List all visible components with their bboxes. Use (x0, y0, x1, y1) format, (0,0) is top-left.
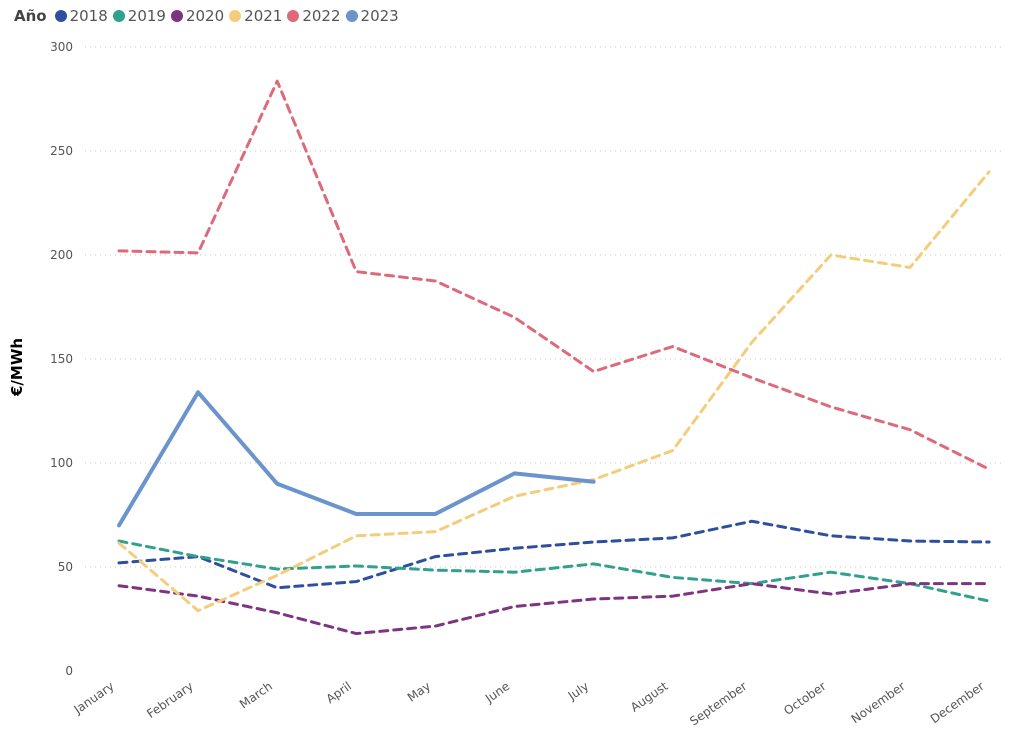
x-tick-label: September (687, 679, 749, 729)
y-tick-label: 150 (50, 352, 73, 366)
y-tick-label: 50 (58, 560, 73, 574)
legend-item-2022[interactable]: 2022 (287, 7, 341, 25)
series-line-2019 (117, 539, 991, 603)
legend-label: 2018 (69, 7, 108, 25)
legend-label: 2023 (360, 7, 399, 25)
legend-title: Año (14, 7, 47, 25)
x-tick-label: January (71, 679, 117, 717)
series-line-2020 (117, 582, 991, 636)
y-tick-label: 0 (65, 664, 73, 678)
legend-label: 2019 (127, 7, 166, 25)
legend: Año 2018 2019 2020 2021 2022 2023 (14, 7, 404, 25)
legend-dot-icon (345, 10, 358, 22)
legend-dot-icon (229, 10, 242, 22)
legend-item-2018[interactable]: 2018 (54, 7, 108, 25)
legend-item-2021[interactable]: 2021 (229, 7, 282, 25)
legend-label: 2021 (244, 7, 283, 25)
x-tick-label: November (849, 679, 908, 726)
x-tick-label: April (324, 679, 355, 706)
legend-item-2023[interactable]: 2023 (345, 7, 399, 25)
legend-item-2020[interactable]: 2020 (170, 7, 225, 25)
y-tick-label: 300 (50, 40, 73, 54)
x-tick-label: October (781, 679, 828, 718)
x-tick-label: June (482, 679, 512, 706)
legend-dot-icon (54, 10, 67, 22)
x-tick-label: July (565, 679, 592, 703)
x-tick-label: December (928, 679, 987, 726)
legend-item-2019[interactable]: 2019 (112, 7, 166, 25)
legend-dot-icon (287, 10, 300, 22)
series-line-2023 (117, 390, 596, 528)
y-tick-label: 200 (50, 248, 73, 262)
legend-dot-icon (112, 10, 125, 22)
series-line-2022 (117, 79, 991, 471)
x-tick-label: August (628, 679, 671, 715)
series-line-2021 (117, 170, 991, 613)
series-line-2018 (117, 519, 991, 590)
y-tick-label: 250 (50, 144, 73, 158)
x-tick-label: February (144, 679, 196, 721)
legend-label: 2020 (185, 7, 225, 25)
legend-label: 2022 (302, 7, 341, 25)
x-tick-label: March (237, 679, 275, 711)
y-tick-label: 100 (50, 456, 73, 470)
legend-dot-icon (170, 10, 183, 22)
x-tick-label: May (405, 679, 433, 705)
